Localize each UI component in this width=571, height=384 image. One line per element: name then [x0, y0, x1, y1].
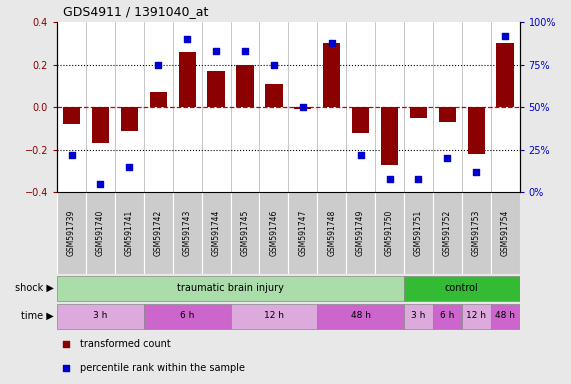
- Bar: [346, 192, 375, 274]
- Bar: [92, 107, 109, 143]
- Text: transformed count: transformed count: [80, 339, 171, 349]
- Bar: [317, 304, 404, 329]
- Bar: [231, 192, 259, 274]
- Text: 48 h: 48 h: [351, 311, 371, 320]
- Bar: [433, 192, 462, 274]
- Point: [298, 104, 307, 110]
- Text: GSM591751: GSM591751: [414, 210, 423, 256]
- Bar: [86, 192, 115, 274]
- Point: [414, 175, 423, 182]
- Point: [154, 61, 163, 68]
- Text: GSM591746: GSM591746: [270, 210, 279, 257]
- Text: GSM591741: GSM591741: [125, 210, 134, 256]
- Text: 6 h: 6 h: [440, 311, 455, 320]
- Bar: [496, 43, 514, 107]
- Text: percentile rank within the sample: percentile rank within the sample: [80, 362, 245, 372]
- Point: [62, 341, 71, 347]
- Point: [501, 33, 510, 39]
- Bar: [404, 304, 433, 329]
- Bar: [490, 192, 520, 274]
- Bar: [404, 192, 433, 274]
- Text: 12 h: 12 h: [264, 311, 284, 320]
- Bar: [265, 84, 283, 107]
- Text: GSM591744: GSM591744: [212, 210, 220, 257]
- Point: [62, 364, 71, 371]
- Point: [270, 61, 279, 68]
- Bar: [207, 71, 225, 107]
- Bar: [490, 304, 520, 329]
- Point: [125, 164, 134, 170]
- Bar: [144, 304, 231, 329]
- Text: GSM591743: GSM591743: [183, 210, 192, 257]
- Text: GSM591750: GSM591750: [385, 210, 394, 257]
- Bar: [236, 65, 254, 107]
- Text: GSM591753: GSM591753: [472, 210, 481, 257]
- Text: GSM591749: GSM591749: [356, 210, 365, 257]
- Bar: [150, 92, 167, 107]
- Point: [240, 48, 250, 54]
- Point: [443, 155, 452, 161]
- Text: GSM591747: GSM591747: [298, 210, 307, 257]
- Bar: [172, 192, 202, 274]
- Bar: [179, 52, 196, 107]
- Bar: [375, 192, 404, 274]
- Bar: [115, 192, 144, 274]
- Text: 6 h: 6 h: [180, 311, 194, 320]
- Point: [183, 36, 192, 42]
- Point: [211, 48, 220, 54]
- Point: [385, 175, 394, 182]
- Bar: [439, 107, 456, 122]
- Text: GSM591745: GSM591745: [240, 210, 250, 257]
- Text: 3 h: 3 h: [411, 311, 425, 320]
- Bar: [231, 304, 317, 329]
- Bar: [381, 107, 398, 164]
- Bar: [202, 192, 231, 274]
- Text: GSM591752: GSM591752: [443, 210, 452, 256]
- Point: [356, 152, 365, 158]
- Bar: [468, 107, 485, 154]
- Bar: [57, 304, 144, 329]
- Text: GSM591739: GSM591739: [67, 210, 76, 257]
- Bar: [317, 192, 346, 274]
- Point: [327, 40, 336, 46]
- Text: GSM591740: GSM591740: [96, 210, 105, 257]
- Bar: [288, 192, 317, 274]
- Text: GSM591748: GSM591748: [327, 210, 336, 256]
- Text: shock ▶: shock ▶: [15, 283, 54, 293]
- Bar: [294, 107, 311, 109]
- Bar: [462, 192, 490, 274]
- Bar: [120, 107, 138, 131]
- Point: [67, 152, 76, 158]
- Point: [96, 180, 105, 187]
- Bar: [57, 276, 404, 301]
- Text: GSM591754: GSM591754: [501, 210, 510, 257]
- Text: 48 h: 48 h: [495, 311, 515, 320]
- Text: control: control: [445, 283, 478, 293]
- Bar: [259, 192, 288, 274]
- Text: GSM591742: GSM591742: [154, 210, 163, 256]
- Text: GDS4911 / 1391040_at: GDS4911 / 1391040_at: [63, 5, 208, 18]
- Point: [472, 169, 481, 175]
- Bar: [144, 192, 173, 274]
- Bar: [57, 192, 86, 274]
- Bar: [410, 107, 427, 118]
- Bar: [404, 276, 520, 301]
- Bar: [433, 304, 462, 329]
- Text: traumatic brain injury: traumatic brain injury: [177, 283, 284, 293]
- Bar: [323, 43, 340, 107]
- Text: 12 h: 12 h: [467, 311, 486, 320]
- Text: 3 h: 3 h: [93, 311, 108, 320]
- Bar: [352, 107, 369, 132]
- Bar: [63, 107, 80, 124]
- Text: time ▶: time ▶: [22, 311, 54, 321]
- Bar: [462, 304, 490, 329]
